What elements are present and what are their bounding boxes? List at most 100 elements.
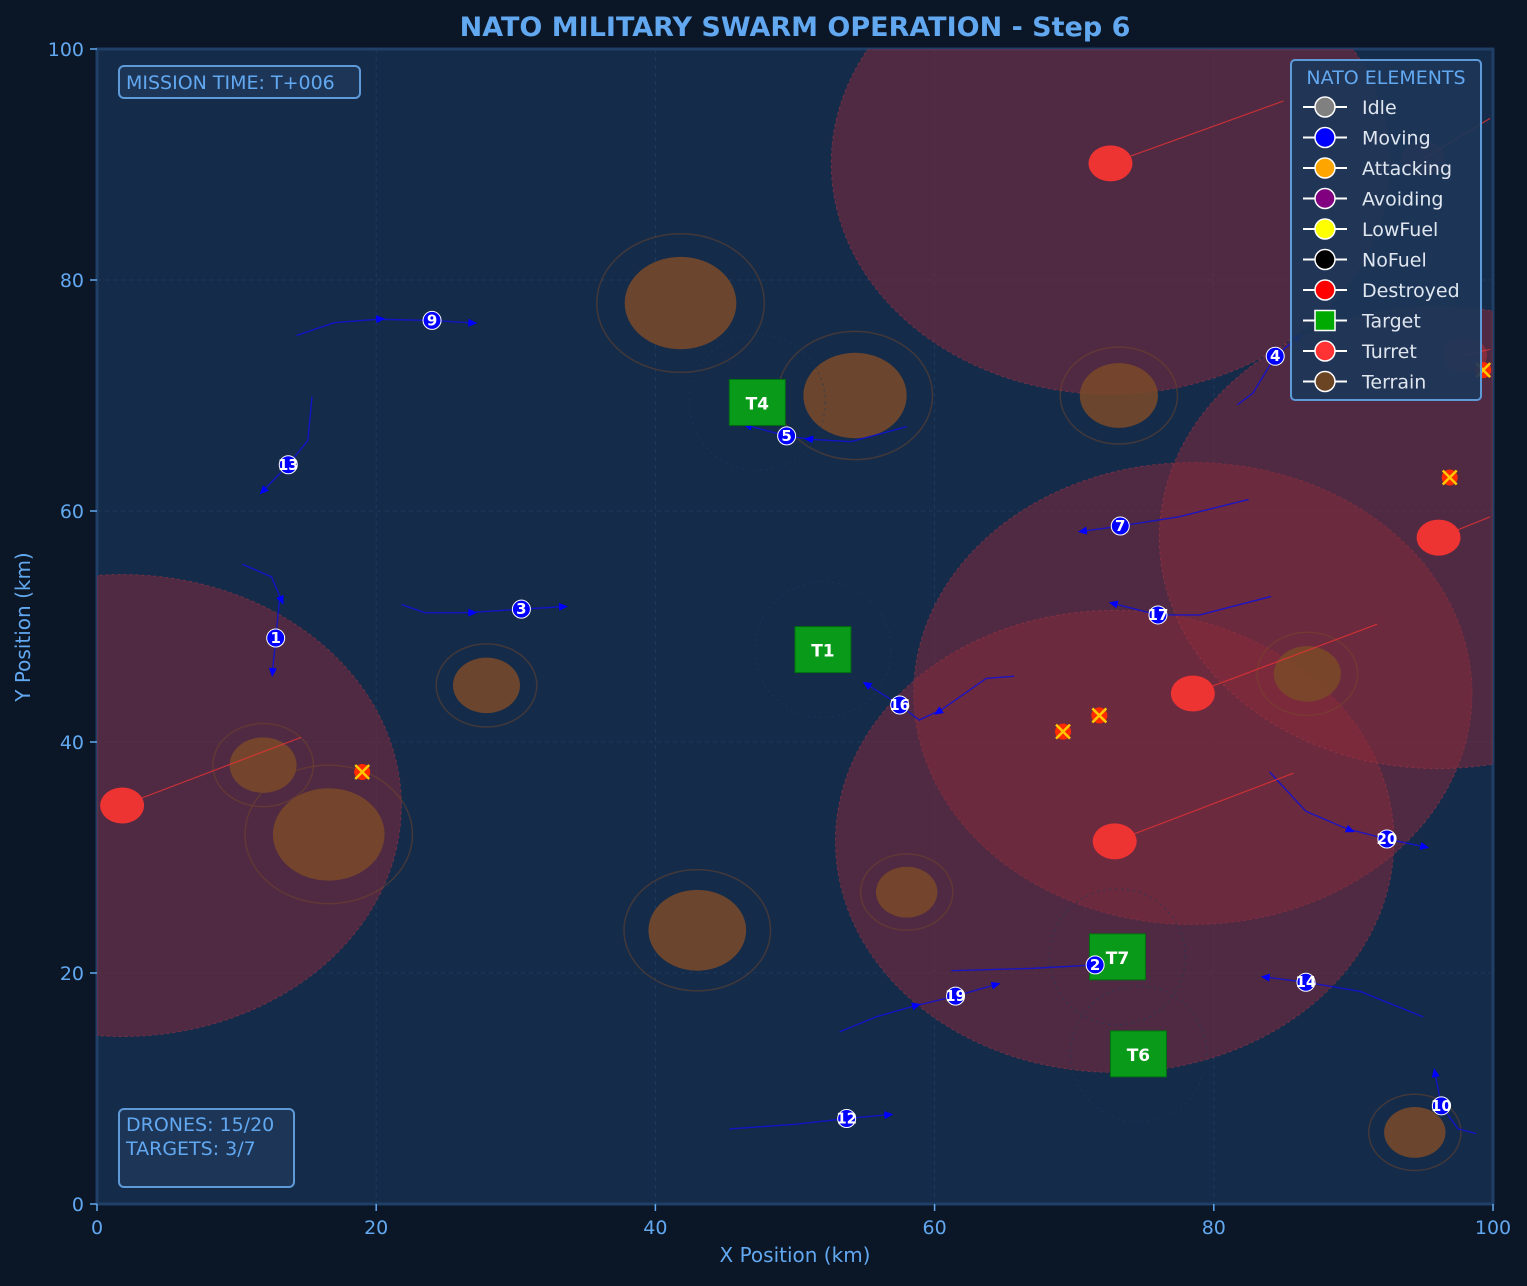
x-tick-label: 0 <box>91 1217 103 1239</box>
legend-circle <box>1314 248 1336 271</box>
direction-arrow <box>468 608 478 617</box>
direction-arrow <box>804 435 814 444</box>
y-tick-label: 100 <box>48 39 84 61</box>
drone-label: 3 <box>516 600 526 618</box>
legend-label: Terrain <box>1361 372 1426 394</box>
terrain-halo <box>435 643 538 728</box>
legend-label: Turret <box>1361 341 1417 363</box>
destroyed-x <box>1091 707 1108 724</box>
drone-label: 9 <box>427 311 437 329</box>
drone-path <box>1269 976 1424 1018</box>
terrain-mound <box>452 657 520 714</box>
direction-arrow <box>276 594 284 605</box>
target-marker <box>794 626 852 674</box>
direction-arrow <box>1077 526 1088 535</box>
legend-label: Moving <box>1362 128 1431 150</box>
direction-arrow <box>1108 600 1119 609</box>
turret-aim-line <box>1192 623 1378 695</box>
turret-aim-line <box>121 736 302 807</box>
legend-label: Attacking <box>1362 158 1452 180</box>
legend-circle <box>1314 218 1336 240</box>
targets-count: TARGETS: 3/7 <box>125 1138 256 1160</box>
terrain-halo <box>596 233 766 374</box>
drone-label: 19 <box>945 987 966 1005</box>
drone-path <box>1086 498 1249 532</box>
chart-title: NATO MILITARY SWARM OPERATION - Step 6 <box>460 12 1131 43</box>
drone-marker <box>422 310 442 330</box>
legend-circle <box>1314 157 1336 179</box>
drone-label: 12 <box>836 1110 857 1128</box>
drone-label: 14 <box>1295 973 1316 991</box>
drone-path <box>729 1114 885 1130</box>
terrain-halo <box>212 722 315 808</box>
legend-circle <box>1314 340 1336 362</box>
terrain-halo <box>1256 631 1359 717</box>
direction-arrow <box>1260 973 1271 982</box>
direction-arrow <box>259 485 269 495</box>
terrain-mound <box>272 788 385 881</box>
legend-circle <box>1314 96 1336 118</box>
x-tick-label: 80 <box>1202 1217 1226 1239</box>
drone-label: 2 <box>1090 956 1100 974</box>
x-tick-label: 100 <box>1475 1217 1511 1239</box>
terrain-mound <box>648 889 747 971</box>
direction-arrow <box>375 315 386 324</box>
drone-label: 10 <box>1431 1097 1452 1115</box>
y-tick-label: 60 <box>60 501 84 523</box>
drone-marker <box>511 599 531 619</box>
drone-marker <box>1085 955 1105 975</box>
x-tick-label: 40 <box>643 1217 667 1239</box>
drone-marker <box>1296 972 1316 992</box>
drone-path <box>1117 595 1272 616</box>
terrain-halo <box>1059 346 1179 445</box>
y-axis-label: Y Position (km) <box>11 552 35 702</box>
target-radius <box>688 333 826 471</box>
turret-zone <box>1158 306 1493 769</box>
turret-marker <box>1416 519 1461 556</box>
drone-label: 17 <box>1148 606 1169 624</box>
legend-title: NATO ELEMENTS <box>1306 67 1465 89</box>
destroyed-x <box>1441 469 1458 486</box>
destroyed-x <box>1055 723 1071 740</box>
drone-path <box>1435 1076 1477 1135</box>
target-label: T7 <box>1106 949 1129 969</box>
turret-aim-line <box>1110 100 1284 164</box>
direction-arrow <box>990 981 1001 990</box>
y-tick-label: 40 <box>60 732 84 754</box>
direction-arrow <box>468 318 478 327</box>
drone-label: 7 <box>1115 517 1125 535</box>
drone-marker <box>777 426 797 446</box>
direction-arrow <box>268 667 277 678</box>
turret-marker <box>1170 675 1215 712</box>
y-tick-label: 80 <box>60 270 84 292</box>
target-radius <box>1048 888 1186 1026</box>
legend-circle <box>1314 279 1336 301</box>
target-marker <box>1109 1030 1167 1078</box>
drone-label: 13 <box>278 456 299 474</box>
mission-time-box: MISSION TIME: T+006 <box>118 65 361 99</box>
terrain-halo <box>859 853 954 932</box>
y-tick-label: 0 <box>72 1194 84 1216</box>
drone-marker <box>837 1109 857 1129</box>
turret-marker <box>1088 145 1133 182</box>
direction-arrow <box>911 1002 921 1011</box>
terrain-features <box>212 233 1462 1172</box>
legend-label: Avoiding <box>1362 189 1443 211</box>
drone-marker <box>1110 516 1130 536</box>
drone-label: 5 <box>781 427 791 445</box>
drone-marker <box>1431 1096 1451 1116</box>
terrain-halo <box>244 764 414 905</box>
turret-zones <box>97 49 1493 1073</box>
target-radius <box>1069 985 1207 1123</box>
target-marker <box>728 378 786 426</box>
target-label: T1 <box>811 642 834 662</box>
direction-arrow <box>934 706 944 715</box>
drone-marker <box>890 695 910 715</box>
turret-zone <box>97 574 402 1037</box>
terrain-mound <box>1384 1106 1446 1158</box>
legend-square <box>1314 309 1336 332</box>
drone-path <box>265 396 313 489</box>
destroyed-x <box>354 764 371 780</box>
